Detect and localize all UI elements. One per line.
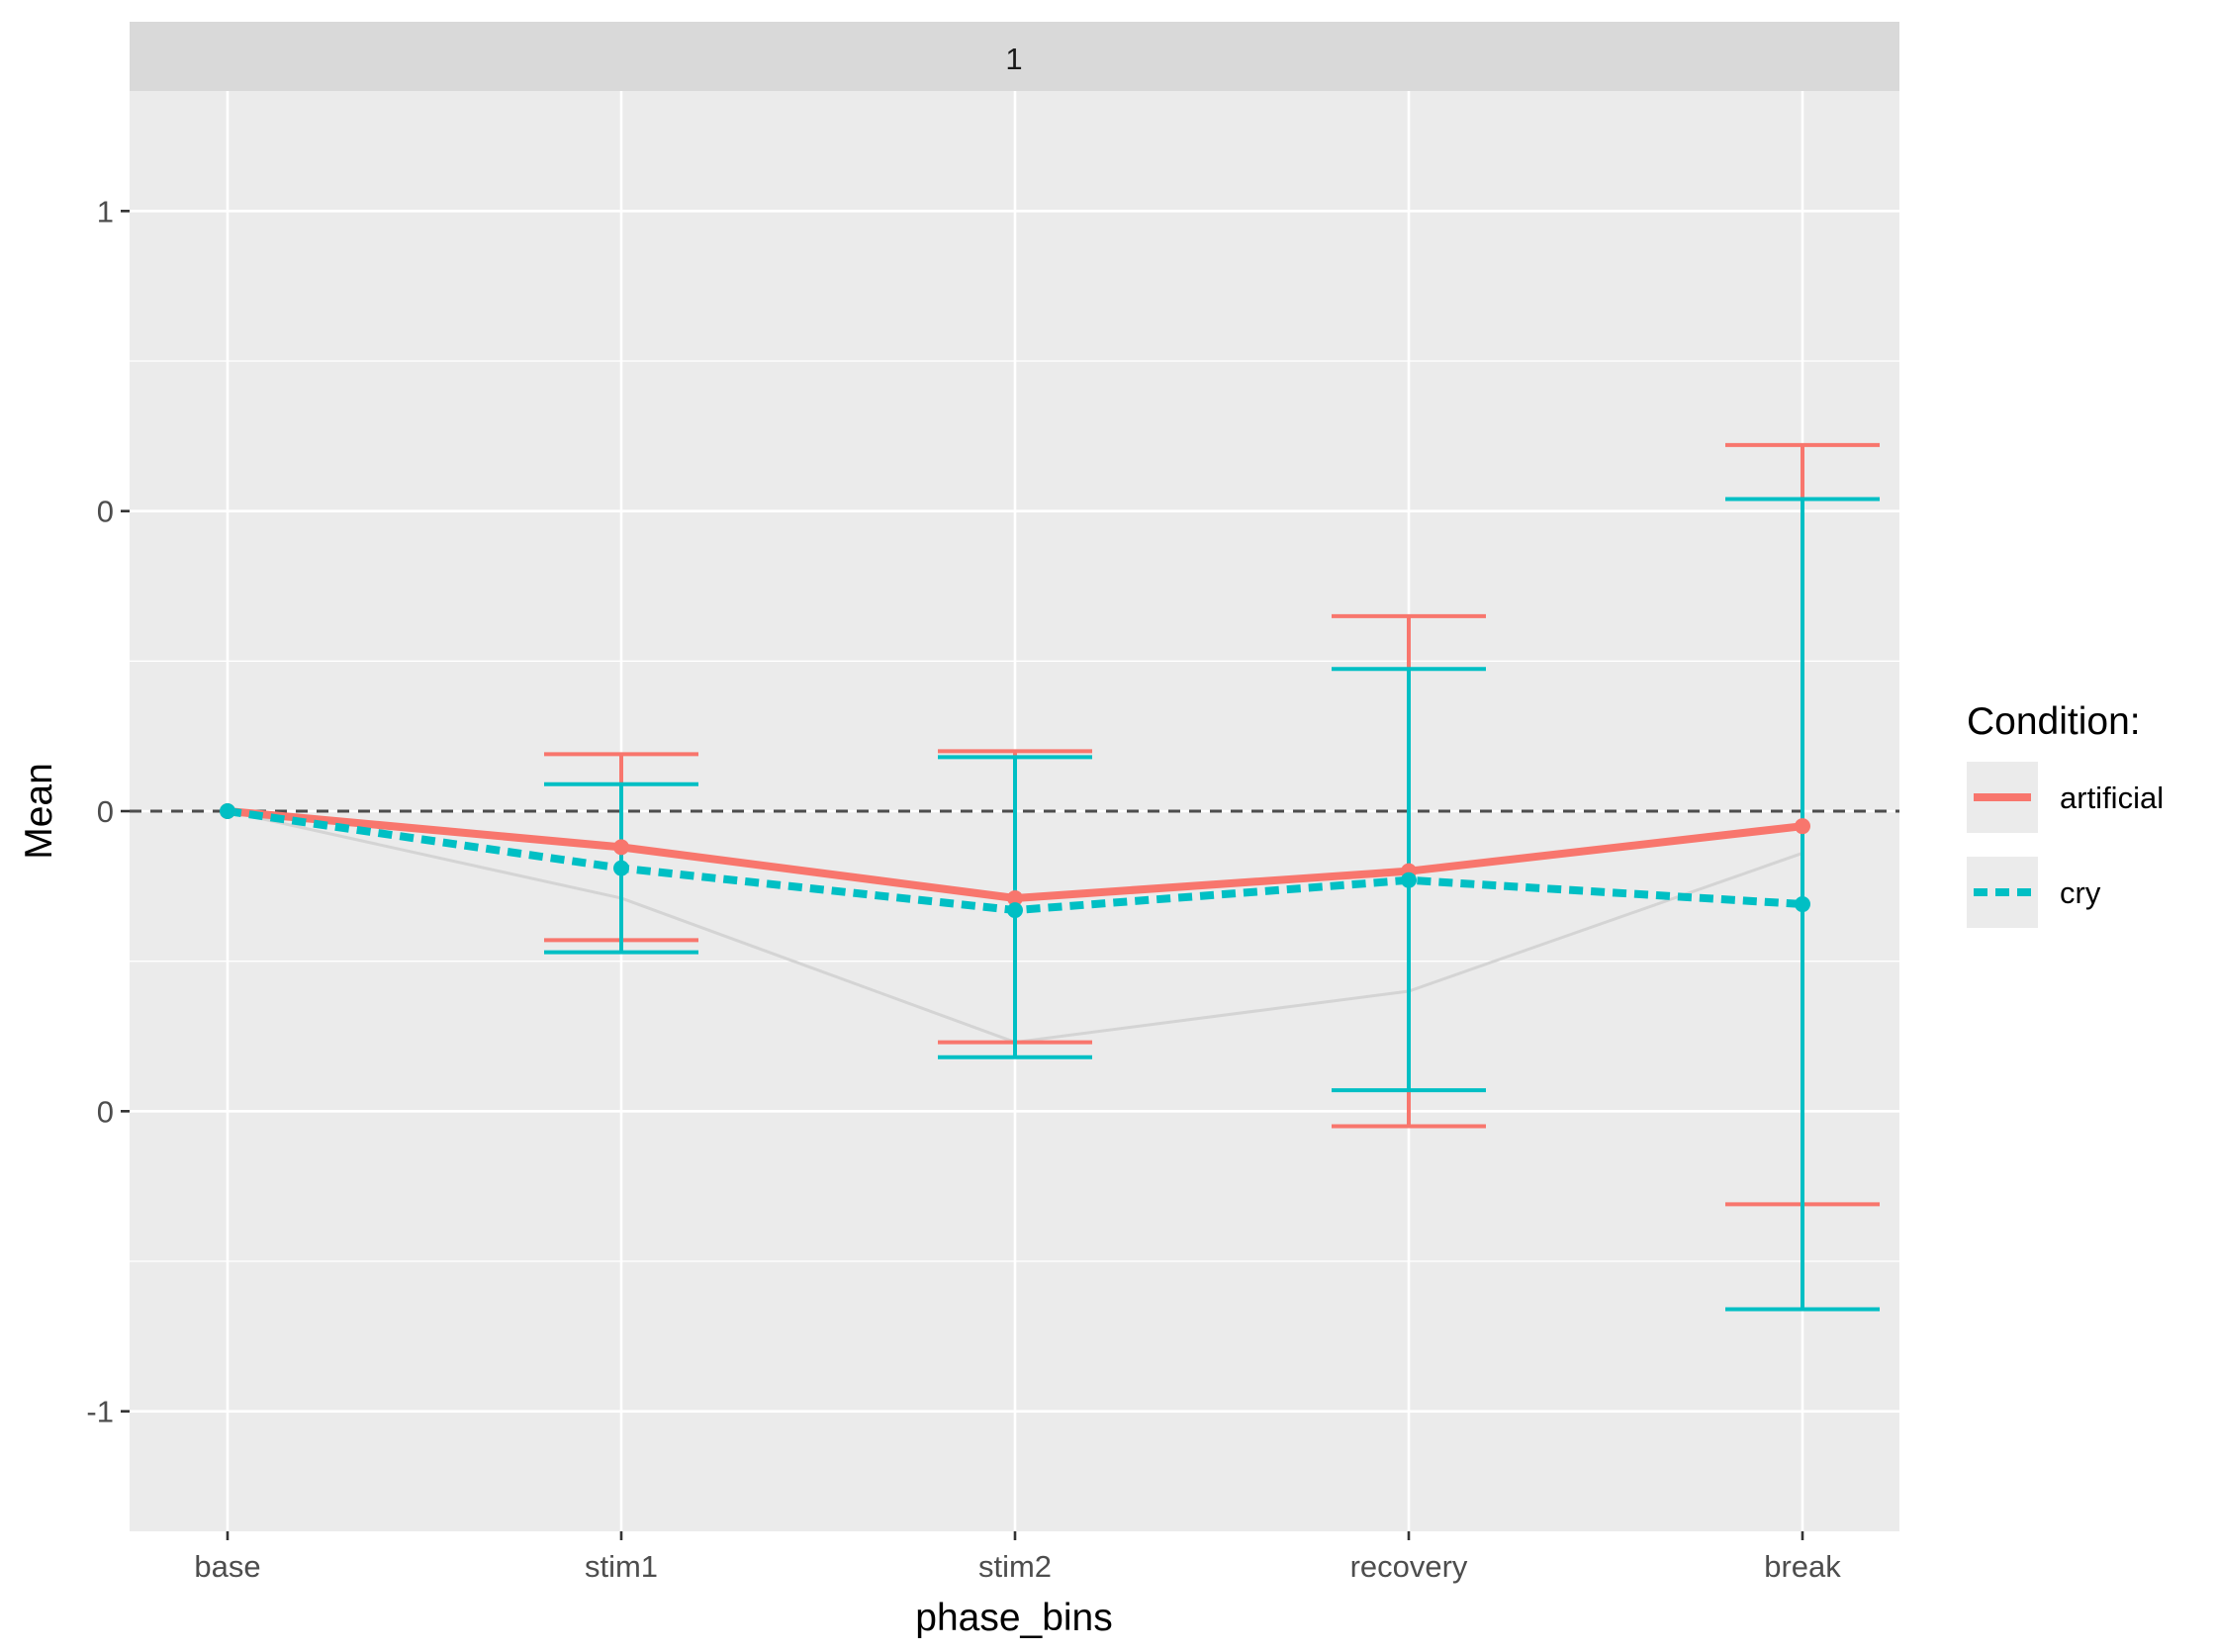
x-axis: base stim1 stim2 recovery break [194, 1531, 1841, 1584]
legend-title: Condition: [1967, 700, 2141, 743]
point-artificial-break [1795, 818, 1810, 835]
point-artificial-stim1 [613, 839, 629, 856]
legend: Condition: artificial cry [1967, 700, 2164, 928]
y-tick-label: 0 [97, 495, 114, 529]
facet-label: 1 [1005, 42, 1022, 76]
point-artificial-stim2 [1007, 889, 1023, 906]
point-cry-break [1795, 896, 1810, 913]
x-tick-label-stim2: stim2 [978, 1549, 1052, 1584]
x-axis-title: phase_bins [915, 1597, 1113, 1639]
y-axis-title: Mean [18, 763, 60, 860]
series-points [220, 803, 1810, 919]
point-cry-base [220, 803, 235, 819]
x-tick-label-stim1: stim1 [585, 1549, 658, 1584]
legend-label-cry: cry [2060, 875, 2101, 910]
legend-label-artificial: artificial [2060, 780, 2164, 815]
y-tick-label: 0 [97, 1094, 114, 1129]
y-tick-label: 1 [97, 194, 114, 229]
point-cry-stim2 [1007, 902, 1023, 919]
x-tick-label-break: break [1764, 1549, 1841, 1584]
y-tick-label: -1 [86, 1395, 114, 1429]
x-tick-label-base: base [194, 1549, 260, 1584]
y-tick-label: 0 [97, 794, 114, 829]
x-tick-label-recovery: recovery [1350, 1549, 1468, 1584]
point-cry-recovery [1401, 872, 1417, 888]
y-axis: 1 0 0 0 -1 [86, 194, 130, 1429]
point-cry-stim1 [613, 860, 629, 876]
facet-strip [130, 22, 1899, 91]
